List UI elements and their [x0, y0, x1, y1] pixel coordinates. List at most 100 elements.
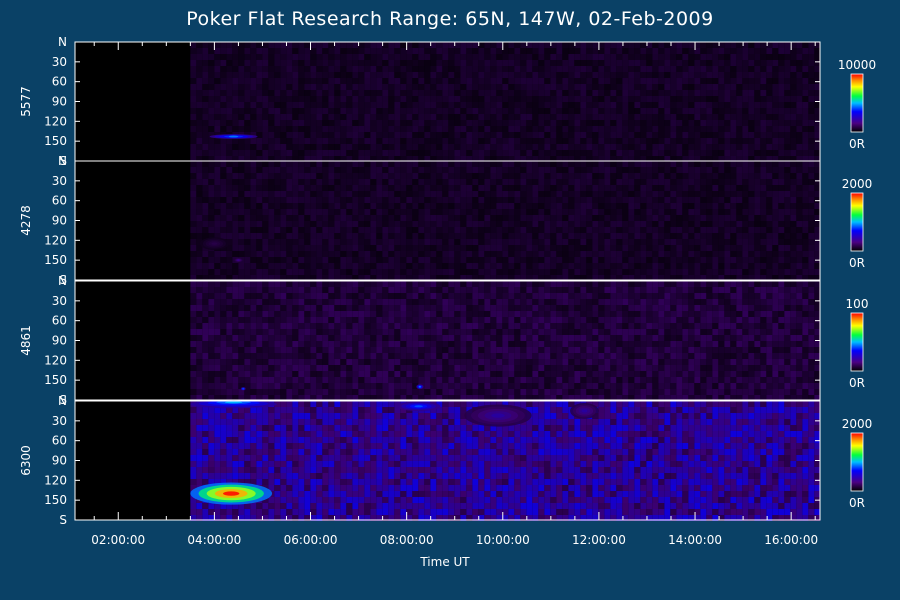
heatmap-cell	[556, 42, 563, 48]
heatmap-cell	[316, 359, 323, 365]
heatmap-cell	[574, 144, 581, 150]
heatmap-cell	[334, 371, 341, 377]
heatmap-cell	[658, 150, 665, 156]
heatmap-cell	[448, 150, 455, 156]
heatmap-cell	[346, 197, 353, 203]
heatmap-cell	[682, 275, 689, 281]
heatmap-cell	[304, 371, 311, 377]
heatmap-cell	[712, 72, 719, 78]
heatmap-cell	[610, 179, 617, 185]
heatmap-cell	[580, 191, 587, 197]
heatmap-cell	[490, 173, 497, 179]
heatmap-cell	[436, 263, 443, 269]
heatmap-cell	[634, 197, 641, 203]
heatmap-cell	[544, 203, 551, 209]
heatmap-cell	[412, 102, 419, 108]
heatmap-cell	[232, 173, 239, 179]
heatmap-cell	[190, 281, 197, 287]
heatmap-cell	[676, 114, 683, 120]
heatmap-cell	[268, 48, 275, 54]
heatmap-cell	[370, 221, 377, 227]
heatmap-cell	[712, 120, 719, 126]
heatmap-cell	[556, 167, 563, 173]
heatmap-cell	[664, 239, 671, 245]
heatmap-cell	[388, 114, 395, 120]
heatmap-cell	[772, 167, 779, 173]
heatmap-cell	[622, 197, 629, 203]
heatmap-cell	[376, 96, 383, 102]
heatmap-cell	[742, 54, 749, 60]
heatmap-cell	[700, 96, 707, 102]
heatmap-cell	[190, 144, 197, 150]
heatmap-cell	[658, 120, 665, 126]
heatmap-cell	[466, 185, 473, 191]
heatmap-cell	[454, 72, 461, 78]
heatmap-cell	[424, 269, 431, 275]
heatmap-cell	[772, 185, 779, 191]
heatmap-cell	[448, 233, 455, 239]
heatmap-cell	[586, 66, 593, 72]
heatmap-cell	[814, 102, 821, 108]
heatmap-cell	[256, 114, 263, 120]
heatmap-cell	[544, 108, 551, 114]
heatmap-cell	[658, 167, 665, 173]
heatmap-cell	[580, 54, 587, 60]
heatmap-cell	[556, 114, 563, 120]
heatmap-cell	[658, 185, 665, 191]
heatmap-cell	[538, 156, 545, 162]
heatmap-cell	[742, 120, 749, 126]
heatmap-cell	[340, 161, 347, 167]
heatmap-cell	[256, 281, 263, 287]
heatmap-cell	[676, 251, 683, 257]
heatmap-cell	[382, 359, 389, 365]
heatmap-cell	[418, 257, 425, 263]
heatmap-cell	[628, 144, 635, 150]
heatmap-cell	[730, 126, 737, 132]
heatmap-cell	[280, 42, 287, 48]
heatmap-cell	[226, 365, 233, 371]
heatmap-cell	[316, 144, 323, 150]
heatmap-cell	[712, 233, 719, 239]
heatmap-cell	[478, 221, 485, 227]
heatmap-cell	[442, 132, 449, 138]
heatmap-cell	[646, 156, 653, 162]
heatmap-cell	[730, 120, 737, 126]
heatmap-cell	[472, 102, 479, 108]
heatmap-cell	[496, 96, 503, 102]
heatmap-cell	[358, 72, 365, 78]
heatmap-cell	[316, 161, 323, 167]
heatmap-cell	[586, 114, 593, 120]
heatmap-cell	[658, 275, 665, 281]
heatmap-cell	[676, 138, 683, 144]
heatmap-cell	[328, 299, 335, 305]
heatmap-cell	[322, 275, 329, 281]
heatmap-cell	[214, 90, 221, 96]
heatmap-cell	[676, 257, 683, 263]
heatmap-cell	[196, 72, 203, 78]
heatmap-cell	[538, 221, 545, 227]
heatmap-cell	[436, 215, 443, 221]
heatmap-cell	[250, 365, 257, 371]
heatmap-cell	[604, 263, 611, 269]
heatmap-cell	[442, 72, 449, 78]
heatmap-cell	[682, 72, 689, 78]
heatmap-cell	[658, 90, 665, 96]
heatmap-cell	[592, 48, 599, 54]
heatmap-cell	[580, 269, 587, 275]
heatmap-cell	[676, 185, 683, 191]
heatmap-cell	[604, 120, 611, 126]
heatmap-cell	[226, 126, 233, 132]
heatmap-cell	[796, 120, 803, 126]
heatmap-cell	[382, 173, 389, 179]
heatmap-cell	[280, 299, 287, 305]
heatmap-cell	[802, 60, 809, 66]
heatmap-cell	[484, 90, 491, 96]
heatmap-cell	[304, 251, 311, 257]
heatmap-cell	[556, 227, 563, 233]
heatmap-cell	[574, 90, 581, 96]
heatmap-cell	[238, 341, 245, 347]
heatmap-cell	[628, 269, 635, 275]
heatmap-cell	[778, 245, 785, 251]
heatmap-cell	[454, 102, 461, 108]
heatmap-cell	[742, 227, 749, 233]
